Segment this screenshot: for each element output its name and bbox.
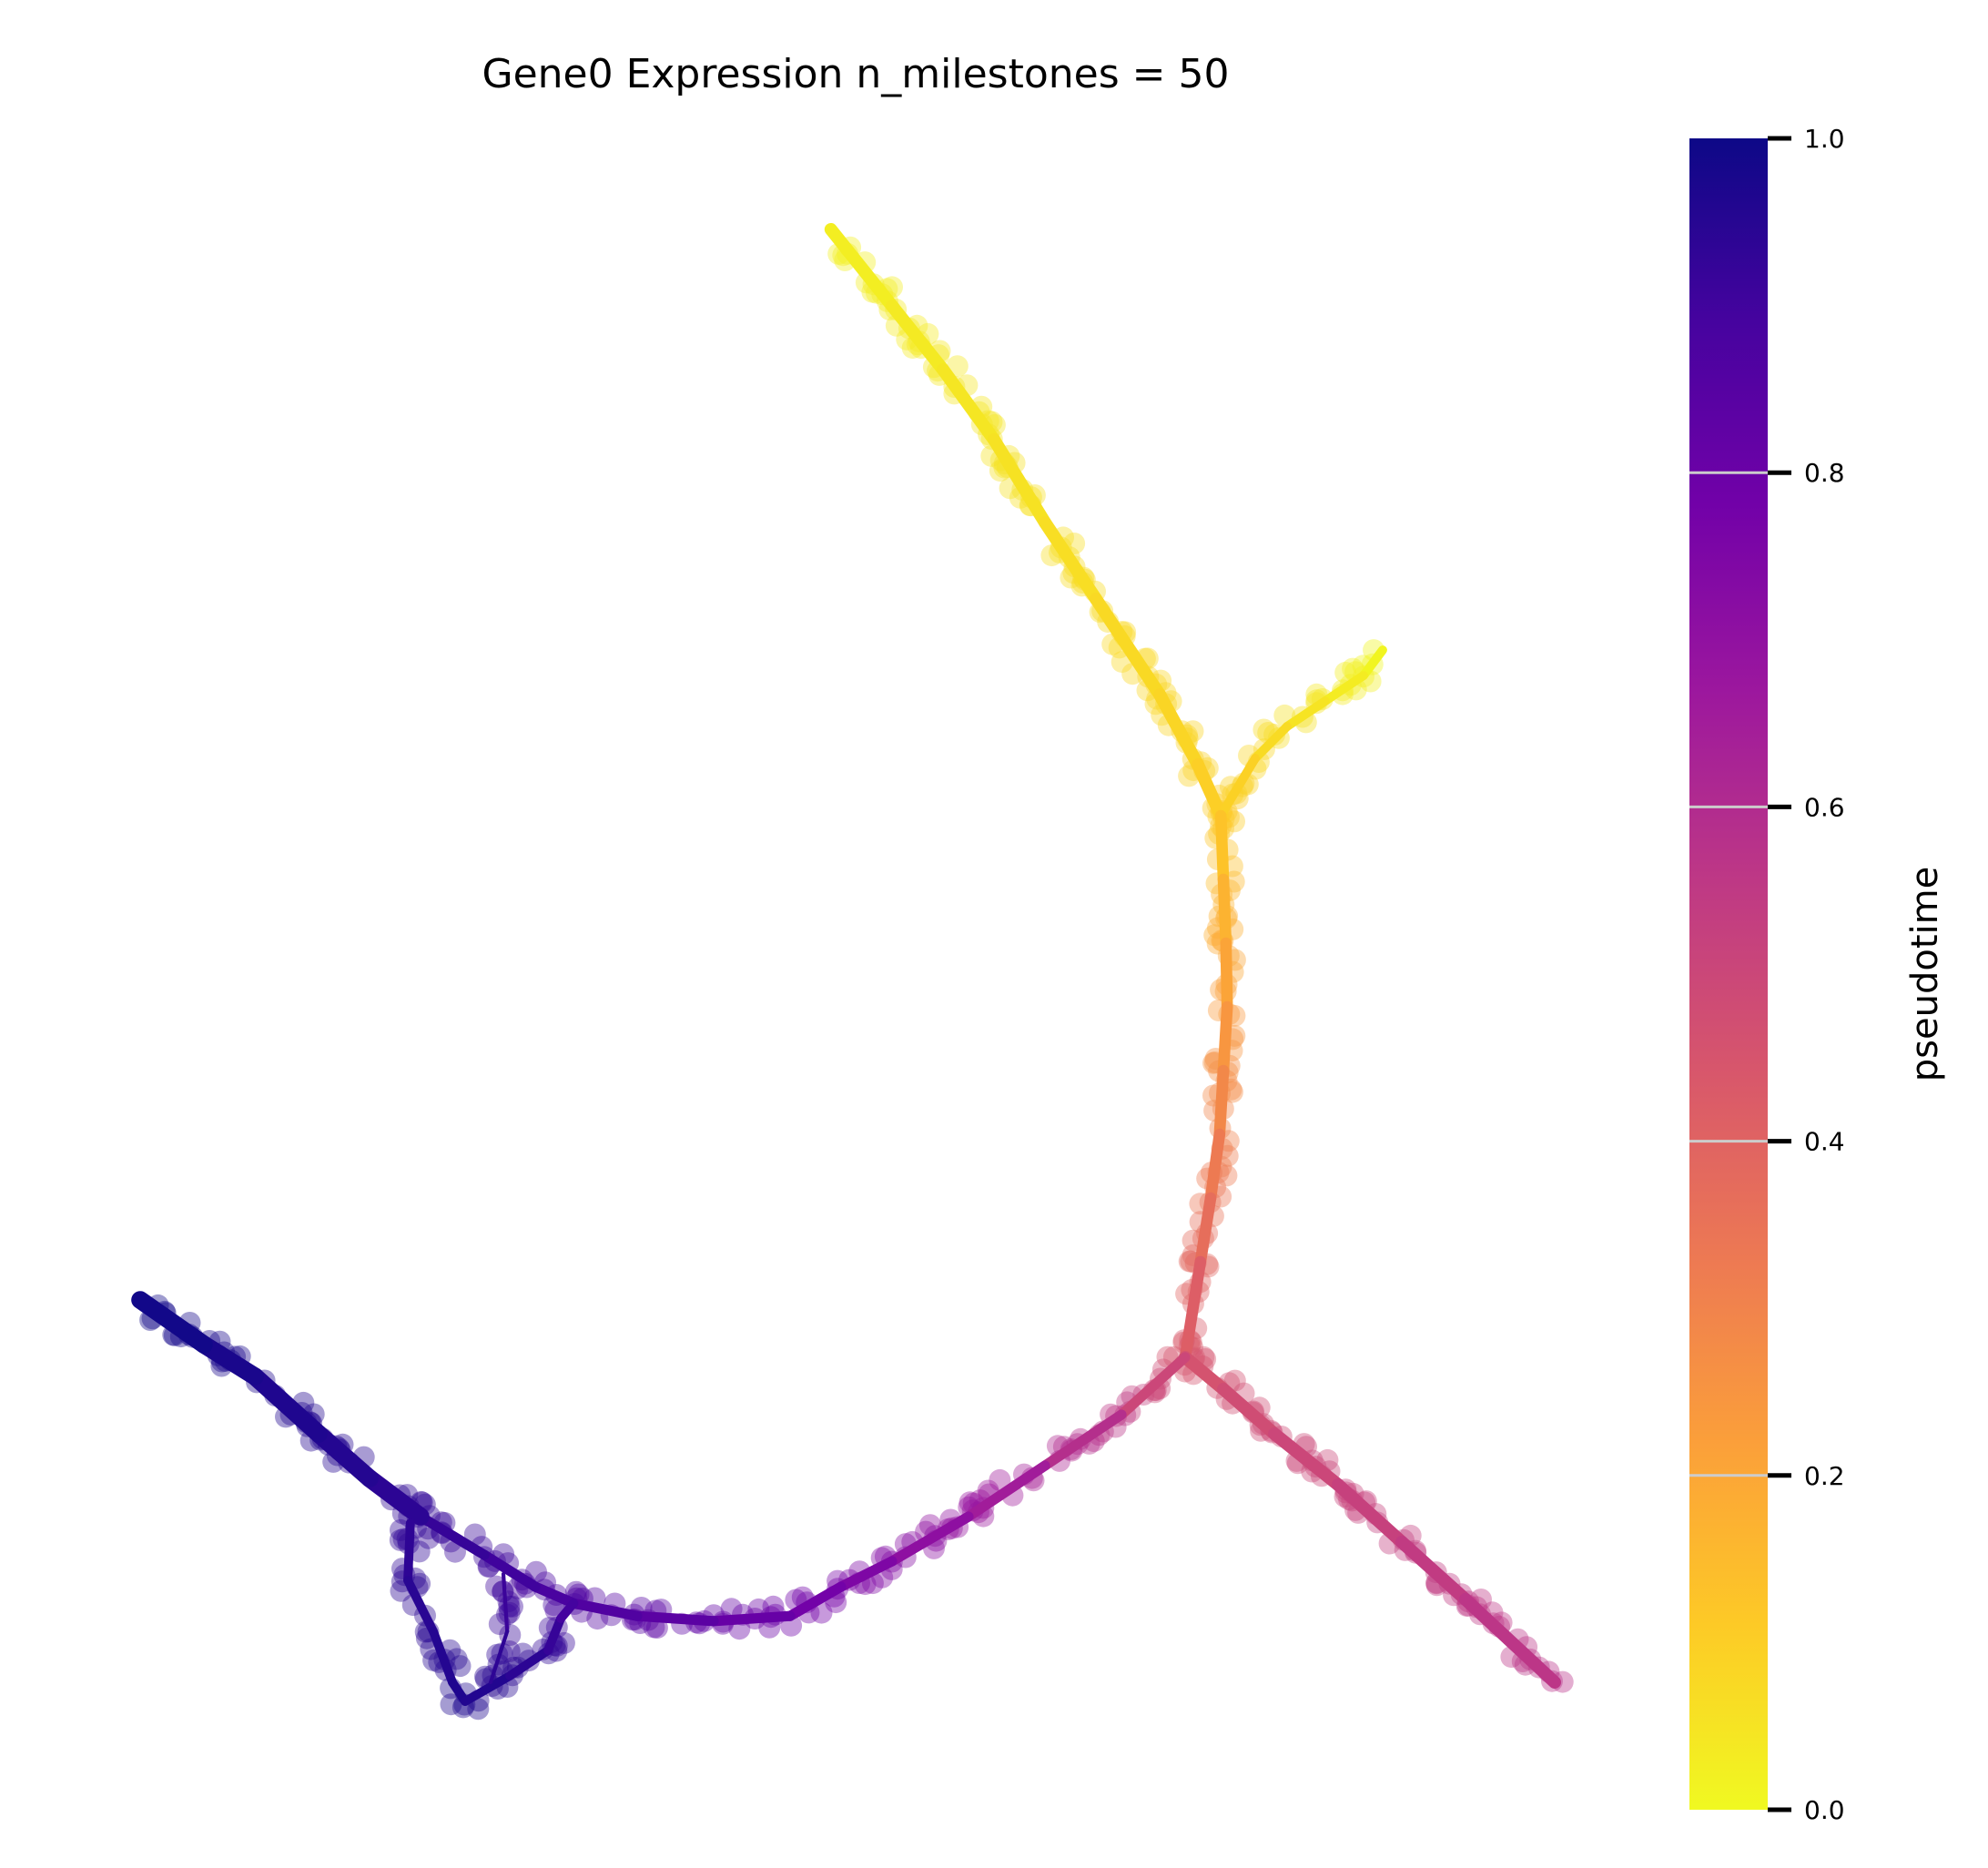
trajectory-segment: [530, 1581, 579, 1609]
cell-point: [467, 1698, 490, 1721]
trajectory-segment: [1214, 809, 1230, 886]
trajectory-segment: [1268, 1427, 1344, 1491]
cell-point: [1223, 1369, 1246, 1392]
trajectory-segment: [963, 1460, 1050, 1522]
trajectory-segment: [1332, 1478, 1408, 1548]
trajectory-segment: [937, 363, 1000, 446]
trajectory-segment: [415, 1511, 490, 1560]
colorbar-tick-label: 0.2: [1804, 1461, 1845, 1491]
cell-point: [525, 1560, 547, 1583]
trajectory-segment: [1395, 1536, 1472, 1606]
trajectory-segment: [824, 223, 898, 312]
trajectory-segment: [505, 1646, 553, 1680]
trajectory-segment: [1192, 758, 1228, 822]
trajectory-segment: [1217, 1000, 1233, 1077]
cell-point: [449, 1655, 472, 1678]
trajectory-segment: [1213, 1064, 1230, 1141]
trajectory-segment: [1179, 1351, 1230, 1396]
cell-point: [1215, 1164, 1238, 1187]
colorbar-tick-label: 0.0: [1804, 1795, 1845, 1825]
trajectory-segment: [1217, 1383, 1281, 1440]
chart-title: Gene0 Expression n_milestones = 50: [482, 51, 1229, 97]
cell-point: [1334, 661, 1357, 684]
cell-point: [445, 1648, 468, 1670]
trajectory-segment: [403, 1518, 415, 1585]
trajectory-segment: [543, 1614, 565, 1655]
trajectory-segment: [1283, 696, 1330, 731]
trajectory-segment: [836, 1556, 898, 1592]
cell-point: [720, 1598, 743, 1620]
cell-point: [1253, 718, 1275, 741]
trajectory-segment: [785, 1581, 847, 1621]
trajectory-segment: [1040, 1409, 1127, 1471]
trajectory-segment: [1251, 722, 1292, 763]
colorbar-ticks: 0.0 0.2 0.4 0.6 0.8 1.0: [1689, 124, 1845, 1825]
trajectory-segment: [632, 1610, 719, 1627]
trajectory-segment: [488, 1629, 510, 1685]
trajectory-segment: [429, 1627, 457, 1687]
trajectory-segment: [1116, 1352, 1191, 1420]
trajectory-segment: [479, 1549, 541, 1592]
cell-point: [553, 1631, 575, 1654]
colorbar-label: pseudotime: [1904, 867, 1946, 1081]
cell-point: [810, 1601, 833, 1624]
trajectory-segment: [501, 1571, 510, 1634]
plot-area: [131, 223, 1574, 1721]
trajectory-segment: [708, 1610, 796, 1627]
trajectory-edges: [131, 223, 1561, 1706]
colorbar-tick-label: 0.8: [1804, 458, 1845, 488]
trajectory-segment: [1220, 937, 1233, 1013]
trajectory-segment: [1216, 754, 1260, 820]
cell-point: [1223, 810, 1245, 833]
colorbar-tick-label: 1.0: [1804, 124, 1845, 154]
trajectory-segment: [309, 1425, 379, 1487]
cell-point: [440, 1693, 462, 1716]
colorbar-tick-label: 0.4: [1804, 1127, 1845, 1157]
trajectory-segment: [1039, 516, 1102, 605]
colorbar-tick-label: 0.6: [1804, 792, 1845, 822]
cell-point: [417, 1527, 440, 1549]
cell-point: [497, 1590, 520, 1613]
trajectory-segment: [1090, 593, 1166, 701]
cell-point: [485, 1575, 508, 1598]
trajectory-segment: [1217, 873, 1232, 949]
trajectory-segment: [1194, 1192, 1217, 1268]
trajectory-segment: [461, 1671, 514, 1706]
trajectory-segment: [556, 1599, 578, 1623]
trajectory-segment: [568, 1598, 643, 1621]
trajectory-segment: [1459, 1593, 1561, 1689]
trajectory-segment: [1204, 1128, 1226, 1204]
trajectory-segment: [886, 299, 949, 376]
cell-point: [463, 1523, 486, 1546]
colorbar-gradient: [1689, 138, 1768, 1810]
trajectory-segment: [1179, 1255, 1207, 1364]
cell-point: [989, 1468, 1011, 1491]
cell-point: [408, 1540, 431, 1563]
trajectory-segment: [195, 1335, 264, 1386]
trajectory-segment: [1153, 688, 1204, 771]
trajectory-segment: [988, 433, 1051, 529]
trajectory-segment: [887, 1511, 974, 1567]
trajectory-segment: [403, 1576, 438, 1636]
colorbar: 0.0 0.2 0.4 0.6 0.8 1.0 pseudotime: [1689, 124, 1946, 1825]
trajectory-segment: [131, 1291, 213, 1354]
trajectory-segment: [1321, 671, 1368, 706]
trajectory-segment: [246, 1367, 328, 1443]
trajectory-segment: [360, 1469, 430, 1526]
trajectory-segment: [1359, 645, 1387, 680]
cell-point: [498, 1601, 521, 1624]
